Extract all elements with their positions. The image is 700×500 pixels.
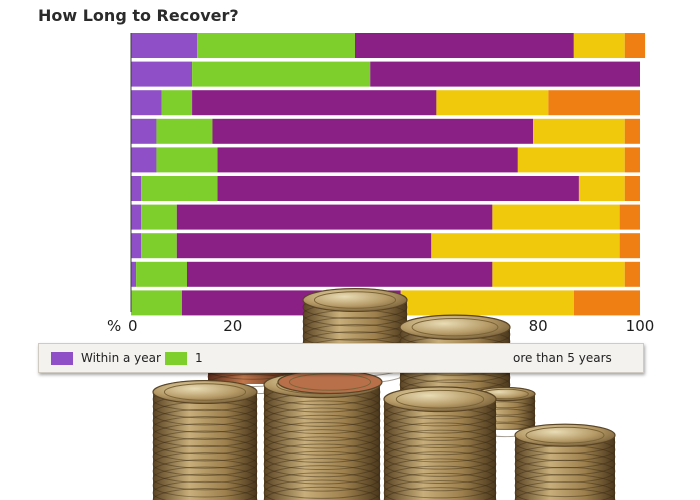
bar-segment-row9-s2 bbox=[136, 261, 187, 287]
bar-segment-row1-s2 bbox=[197, 33, 355, 58]
bar-segment-row7-s2 bbox=[141, 204, 177, 230]
bar-segment-row3-s3 bbox=[192, 90, 437, 116]
bar-segment-row1-s4 bbox=[573, 33, 625, 58]
legend-item: 1 bbox=[165, 350, 203, 366]
legend-item: Within a year bbox=[51, 350, 161, 366]
bar-segment-row7-s4 bbox=[492, 204, 620, 230]
bar-segment-row6-s1 bbox=[131, 176, 142, 201]
coin-stack bbox=[383, 386, 497, 500]
bar-segment-row5-s1 bbox=[131, 147, 157, 173]
bar-segment-row8-s5 bbox=[619, 233, 640, 259]
legend-label: Within a year bbox=[81, 351, 161, 365]
bar-segment-row10-s4 bbox=[400, 290, 574, 316]
bar-segment-row8-s2 bbox=[141, 233, 177, 259]
bar-segment-row2-s3 bbox=[370, 61, 640, 87]
bar-segment-row3-s4 bbox=[436, 90, 549, 116]
x-axis-percent-label: % bbox=[107, 317, 121, 335]
bar-segment-row8-s3 bbox=[176, 233, 432, 259]
legend-item: ore than 5 years bbox=[513, 350, 612, 366]
bar-segment-row1-s3 bbox=[354, 33, 574, 58]
coin-stack bbox=[152, 379, 258, 500]
legend-swatch bbox=[165, 351, 187, 365]
bar-segment-row3-s1 bbox=[131, 90, 162, 116]
bar-segment-row5-s2 bbox=[156, 147, 218, 173]
x-tick-label: 0 bbox=[128, 317, 138, 335]
bar-segment-row10-s5 bbox=[573, 290, 640, 316]
bar-segment-row2-s1 bbox=[131, 61, 193, 87]
bar-segment-row4-s4 bbox=[533, 118, 625, 144]
bar-segment-row3-s5 bbox=[548, 90, 640, 116]
bar-segment-row5-s3 bbox=[217, 147, 518, 173]
bar-segment-row4-s1 bbox=[131, 118, 157, 144]
bar-segment-row4-s5 bbox=[624, 118, 640, 144]
bar-segment-row9-s1 bbox=[131, 261, 137, 287]
bar-segment-row7-s5 bbox=[619, 204, 640, 230]
bar-segment-row1-s5 bbox=[624, 33, 646, 58]
bar-segment-row9-s5 bbox=[624, 261, 640, 287]
x-tick-label: 80 bbox=[529, 317, 548, 335]
bar-segment-row4-s2 bbox=[156, 118, 213, 144]
bar-segment-row4-s3 bbox=[212, 118, 534, 144]
legend-label: ore than 5 years bbox=[513, 351, 612, 365]
bar-segment-row9-s4 bbox=[492, 261, 625, 287]
legend-label: 1 bbox=[195, 351, 203, 365]
bar-segment-row5-s4 bbox=[517, 147, 625, 173]
coin-stack bbox=[514, 423, 616, 500]
chart-title: How Long to Recover? bbox=[38, 6, 239, 25]
bar-segment-row5-s5 bbox=[624, 147, 640, 173]
bars-group bbox=[131, 33, 646, 316]
bar-segment-row6-s2 bbox=[141, 176, 218, 201]
bar-segment-row1-s1 bbox=[131, 33, 198, 58]
bar-segment-row9-s3 bbox=[186, 261, 493, 287]
legend: Within a year 1 ore than 5 years bbox=[38, 343, 644, 373]
bar-segment-row6-s3 bbox=[217, 176, 579, 201]
bar-segment-row6-s5 bbox=[624, 176, 640, 201]
bar-segment-row3-s2 bbox=[161, 90, 193, 116]
bar-segment-row6-s4 bbox=[578, 176, 625, 201]
bar-segment-row7-s1 bbox=[131, 204, 142, 230]
coin-stack bbox=[277, 369, 383, 395]
bar-segment-row10-s2 bbox=[131, 290, 182, 316]
x-tick-label: 100 bbox=[626, 317, 655, 335]
x-tick-label: 20 bbox=[223, 317, 242, 335]
legend-swatch bbox=[51, 351, 73, 365]
bar-segment-row2-s2 bbox=[192, 61, 371, 87]
bar-segment-row7-s3 bbox=[176, 204, 493, 230]
bar-segment-row8-s4 bbox=[431, 233, 620, 259]
bar-segment-row8-s1 bbox=[131, 233, 142, 259]
